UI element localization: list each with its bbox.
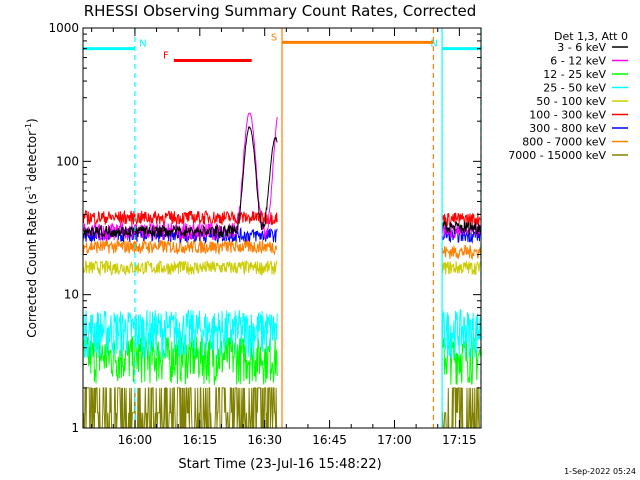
series-line-3-seg-0 bbox=[82, 308, 278, 359]
y-tick-label-1: 10 bbox=[64, 288, 79, 302]
legend-label-0: 3 - 6 keV bbox=[557, 41, 606, 54]
x-tick-label-0: 16:00 bbox=[118, 433, 153, 447]
y-tick-label-0: 1 bbox=[71, 421, 79, 435]
flag-label-3: S bbox=[271, 32, 277, 43]
legend-label-7: 800 - 7000 keV bbox=[522, 136, 606, 149]
legend-label-5: 100 - 300 keV bbox=[529, 109, 606, 122]
legend-header: Det 1,3, Att 0 bbox=[554, 30, 628, 43]
y-axis-label: Corrected Count Rate (s-1 detector-1) bbox=[24, 118, 39, 337]
x-tick-label-2: 16:30 bbox=[247, 433, 282, 447]
x-tick-label-4: 17:00 bbox=[377, 433, 412, 447]
x-tick-label-3: 16:45 bbox=[312, 433, 347, 447]
x-tick-label-1: 16:15 bbox=[183, 433, 218, 447]
series-line-0-seg-1 bbox=[441, 221, 481, 236]
series-line-4-seg-0 bbox=[82, 259, 278, 277]
series-line-0-seg-0 bbox=[82, 125, 278, 239]
y-axis-label-mid: detector bbox=[25, 131, 39, 186]
legend-label-2: 12 - 25 keV bbox=[543, 68, 606, 81]
series-line-4-seg-1 bbox=[441, 260, 481, 276]
series-line-7-seg-1 bbox=[441, 244, 481, 260]
series-line-5-seg-0 bbox=[82, 209, 278, 226]
chart-title: RHESSI Observing Summary Count Rates, Co… bbox=[84, 2, 477, 20]
series-line-8-seg-1 bbox=[442, 387, 481, 429]
plot-frame bbox=[82, 27, 482, 429]
y-axis-label-main: Corrected Count Rate (s bbox=[25, 193, 39, 337]
legend-label-8: 7000 - 15000 keV bbox=[508, 149, 606, 162]
legend-label-6: 300 - 800 keV bbox=[529, 122, 606, 135]
x-tick-label-5: 17:15 bbox=[442, 433, 477, 447]
flag-label-1: N bbox=[430, 39, 437, 50]
series-line-2-seg-0 bbox=[82, 335, 278, 386]
series-line-3-seg-1 bbox=[441, 309, 481, 359]
y-axis-label-sup1: -1 bbox=[24, 185, 33, 193]
flag-label-2: F bbox=[163, 51, 169, 62]
plot-area: N N F S 1 10 100 1000 16:00 16:15 16:30 16:45 17:00 1… bbox=[48, 21, 482, 447]
y-axis-label-sup2: -1 bbox=[24, 123, 33, 131]
legend-label-3: 25 - 50 keV bbox=[543, 82, 606, 95]
series-line-5-seg-1 bbox=[441, 212, 481, 227]
y-tick-label-2: 100 bbox=[56, 154, 79, 168]
legend-label-4: 50 - 100 keV bbox=[536, 95, 606, 108]
y-axis-label-end: ) bbox=[25, 118, 39, 123]
legend-label-1: 6 - 12 keV bbox=[550, 55, 606, 68]
y-tick-label-3: 1000 bbox=[48, 21, 79, 35]
x-axis-label: Start Time (23-Jul-16 15:48:22) bbox=[178, 457, 381, 472]
flag-label-0: N bbox=[139, 39, 146, 50]
footer-timestamp: 1-Sep-2022 05:24 bbox=[564, 467, 636, 476]
